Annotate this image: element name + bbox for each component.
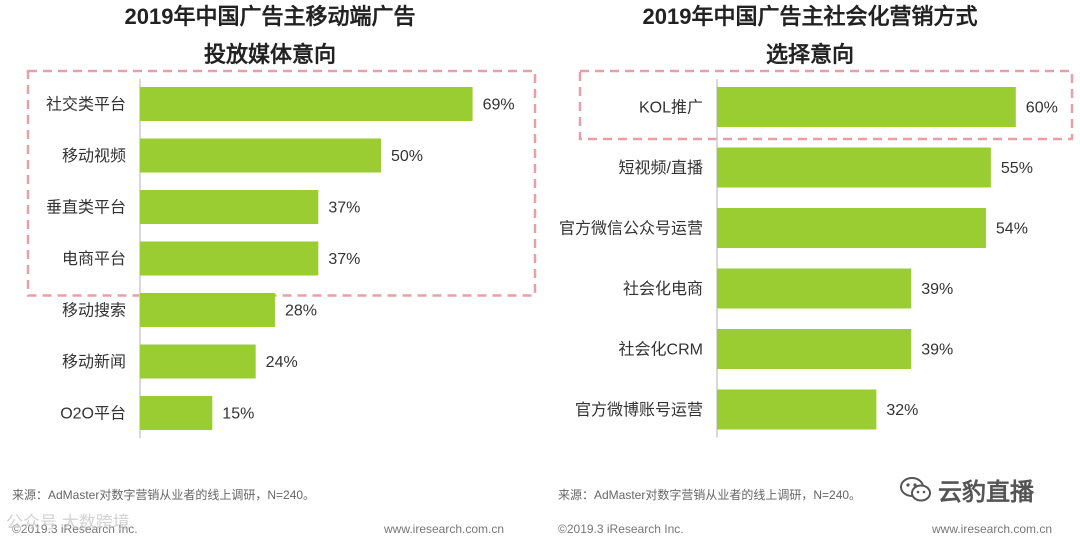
data-label: 39%	[921, 281, 953, 298]
category-label: 官方微信公众号运营	[559, 220, 703, 238]
data-label: 28%	[285, 303, 317, 320]
chart-title-line-2: 投放媒体意向	[203, 42, 336, 67]
category-label: 短视频/直播	[619, 159, 703, 177]
data-label: 54%	[996, 221, 1028, 238]
highlight-box	[578, 69, 1074, 141]
data-label: 37%	[328, 200, 360, 217]
chart-title-line-1: 2019年中国广告主移动端广告	[124, 4, 416, 29]
site-url: www.iresearch.com.cn	[932, 522, 1053, 536]
chart-title-line-1: 2019年中国广告主社会化营销方式	[642, 4, 978, 29]
chart-panel-right: 2019年中国广告主社会化营销方式 选择意向 KOL推广 60% 短视频/直播 55%…	[540, 0, 1080, 540]
bar-chart-media-intent: 社交类平台 69% 移动视频 50% 垂直类平台 37% 电商平台 37% 移动搜索 28% 移动新…	[26, 69, 537, 438]
chart-title-line-2: 选择意向	[765, 42, 854, 67]
site-url: www.iresearch.com.cn	[384, 522, 505, 536]
category-label: 移动视频	[62, 147, 126, 165]
data-label: 24%	[266, 354, 298, 371]
source-note: 来源：AdMaster对数字营销从业者的线上调研，N=240。	[12, 488, 316, 502]
category-label: 官方微博账号运营	[575, 401, 703, 419]
bar	[717, 208, 986, 248]
copyright: ©2019.3 iResearch Inc.	[12, 522, 138, 536]
highlight-box	[26, 69, 537, 297]
category-label: 社交类平台	[46, 96, 126, 114]
category-label: O2O平台	[60, 405, 126, 423]
category-label: 移动新闻	[62, 353, 126, 371]
bar	[717, 389, 877, 430]
bar	[717, 147, 991, 188]
data-label: 39%	[921, 342, 953, 359]
category-label: 社会化电商	[623, 280, 703, 298]
bar	[717, 87, 1016, 127]
watermark-right-text: 云豹直播	[938, 479, 1034, 506]
data-label: 69%	[483, 97, 515, 114]
bar	[140, 87, 473, 121]
bar	[140, 293, 275, 327]
wechat-icon	[900, 476, 931, 501]
bar-chart-social-marketing-intent: KOL推广 60% 短视频/直播 55% 官方微信公众号运营 54% 社会化电商 39% 社会化…	[559, 69, 1074, 438]
bar	[140, 344, 256, 379]
data-label: 15%	[222, 406, 254, 423]
copyright: ©2019.3 iResearch Inc.	[558, 522, 684, 536]
data-label: 37%	[328, 251, 360, 268]
category-label: 移动搜索	[62, 302, 126, 320]
category-label: 社会化CRM	[619, 341, 703, 359]
data-label: 50%	[391, 148, 423, 165]
category-label: 垂直类平台	[46, 199, 126, 217]
source-note: 来源：AdMaster对数字营销从业者的线上调研，N=240。	[558, 488, 862, 502]
chart-panel-left: 2019年中国广告主移动端广告 投放媒体意向 社交类平台 69% 移动视频 50% 垂直…	[12, 4, 537, 536]
data-label: 60%	[1026, 100, 1058, 117]
watermark-right: 云豹直播	[900, 472, 1034, 507]
bar	[140, 190, 319, 224]
bar	[140, 241, 319, 276]
bar	[717, 268, 912, 309]
bar	[140, 396, 213, 430]
watermark-left: 公众号 大数跨境	[6, 513, 130, 532]
category-label: 电商平台	[62, 250, 126, 268]
bar	[140, 138, 381, 173]
data-label: 55%	[1001, 160, 1033, 177]
bar	[717, 329, 912, 369]
category-label: KOL推广	[639, 99, 703, 117]
data-label: 32%	[886, 402, 918, 419]
